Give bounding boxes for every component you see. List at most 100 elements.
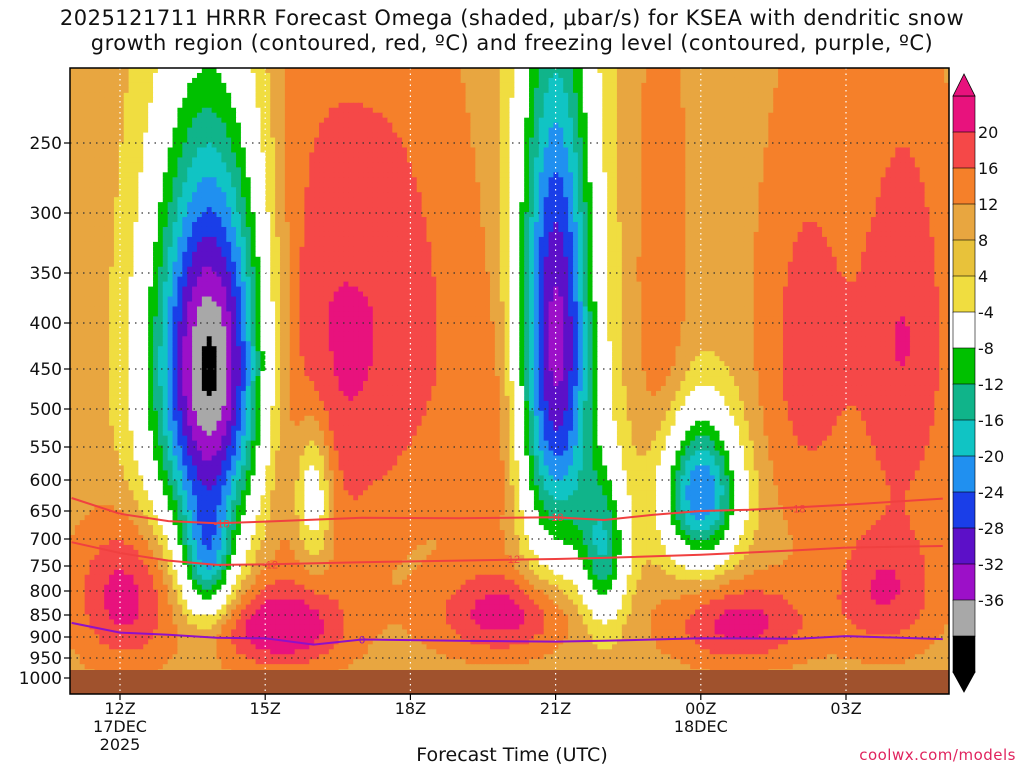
omega-cell (690, 202, 696, 208)
omega-cell (216, 177, 222, 183)
omega-cell (133, 107, 139, 114)
omega-cell (660, 127, 667, 134)
omega-cell (314, 92, 320, 99)
omega-cell (118, 77, 125, 84)
omega-cell (148, 162, 154, 168)
omega-cell (397, 72, 403, 79)
omega-cell (909, 162, 916, 168)
omega-cell (514, 152, 520, 159)
omega-cell (367, 177, 374, 183)
omega-cell (367, 162, 374, 168)
omega-cell (489, 137, 496, 144)
omega-cell (470, 157, 476, 163)
omega-cell (924, 122, 931, 129)
omega-cell (524, 117, 530, 124)
omega-cell (367, 152, 374, 159)
omega-cell (831, 102, 838, 109)
omega-cell (870, 162, 877, 168)
omega-cell (841, 82, 848, 89)
omega-cell (138, 137, 144, 144)
omega-cell (714, 202, 721, 208)
omega-cell (499, 102, 506, 109)
omega-cell (602, 197, 608, 203)
omega-cell (646, 112, 652, 119)
omega-cell (895, 157, 901, 163)
omega-cell (123, 177, 130, 183)
omega-cell (763, 142, 769, 149)
omega-cell (680, 68, 686, 74)
omega-cell (724, 112, 730, 119)
omega-cell (74, 172, 81, 178)
omega-cell (856, 147, 862, 154)
omega-cell (822, 102, 828, 109)
omega-cell (226, 132, 232, 139)
omega-cell (704, 117, 711, 124)
omega-cell (597, 182, 603, 188)
omega-cell (651, 92, 657, 99)
omega-cell (333, 68, 340, 74)
omega-cell (372, 92, 379, 99)
omega-cell (553, 197, 559, 203)
omega-cell (739, 157, 745, 163)
omega-cell (675, 112, 682, 119)
omega-cell (782, 97, 789, 104)
omega-cell (616, 87, 623, 94)
omega-cell (79, 82, 86, 89)
omega-cell (167, 137, 174, 144)
omega-cell (143, 172, 149, 178)
omega-cell (128, 162, 135, 168)
omega-cell (631, 107, 638, 114)
omega-cell (812, 147, 818, 154)
omega-cell (895, 132, 901, 139)
omega-cell (255, 137, 262, 144)
omega-cell (861, 97, 867, 104)
omega-cell (372, 127, 379, 134)
omega-cell (685, 142, 691, 149)
omega-cell (363, 177, 369, 183)
omega-cell (826, 102, 833, 109)
omega-cell (236, 72, 242, 79)
omega-cell (612, 107, 618, 114)
omega-cell (353, 172, 359, 178)
omega-cell (333, 192, 340, 198)
omega-cell (524, 182, 530, 188)
omega-cell (499, 77, 506, 84)
omega-cell (314, 87, 320, 94)
omega-cell (778, 97, 784, 104)
omega-cell (475, 112, 481, 119)
omega-cell (646, 132, 652, 139)
omega-cell (841, 172, 848, 178)
omega-cell (299, 112, 305, 119)
omega-cell (343, 187, 349, 193)
omega-cell (397, 142, 403, 149)
omega-cell (148, 72, 154, 79)
omega-cell (299, 177, 305, 183)
omega-cell (465, 157, 472, 163)
omega-cell (416, 92, 423, 99)
omega-cell (358, 122, 364, 129)
omega-cell (123, 152, 130, 159)
omega-cell (719, 142, 725, 149)
omega-cell (660, 147, 667, 154)
omega-cell (284, 132, 291, 139)
omega-cell (250, 112, 257, 119)
omega-cell (885, 147, 891, 154)
omega-cell (758, 72, 765, 79)
omega-cell (377, 177, 384, 183)
omega-cell (304, 192, 310, 198)
omega-cell (250, 192, 257, 198)
omega-cell (890, 142, 896, 149)
omega-cell (612, 177, 618, 183)
omega-cell (739, 92, 745, 99)
omega-cell (802, 187, 808, 193)
omega-cell (372, 192, 379, 198)
omega-cell (382, 68, 389, 74)
omega-cell (841, 132, 848, 139)
omega-cell (924, 72, 931, 79)
omega-cell (773, 117, 779, 124)
omega-cell (621, 112, 628, 119)
omega-cell (812, 68, 818, 74)
omega-cell (631, 72, 638, 79)
omega-cell (343, 117, 349, 124)
omega-cell (612, 102, 618, 109)
